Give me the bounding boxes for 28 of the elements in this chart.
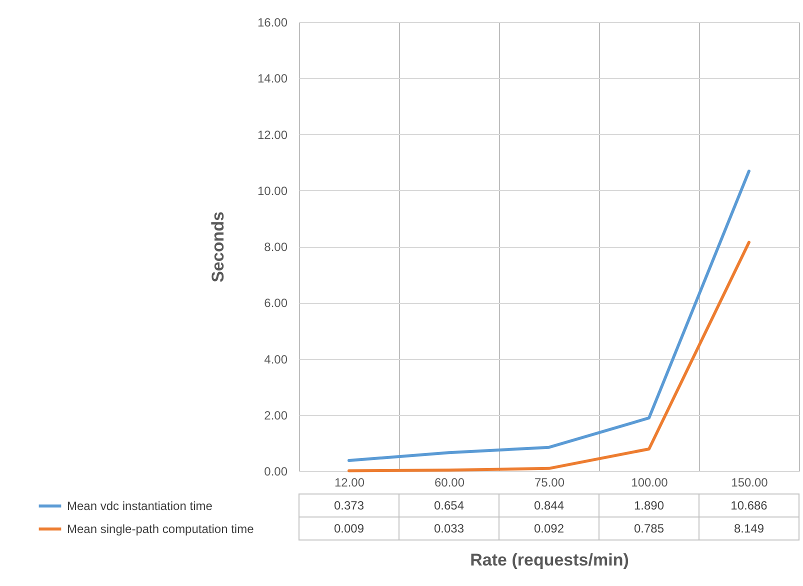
data-label: 0.092 [534, 522, 564, 536]
data-label: 0.033 [434, 522, 464, 536]
y-tick-label: 14.00 [257, 72, 288, 86]
data-label: 0.844 [534, 498, 564, 512]
data-label: 0.785 [634, 522, 664, 536]
data-label: 0.373 [334, 498, 364, 512]
y-tick-label: 0.00 [264, 464, 288, 478]
x-tick-label: 60.00 [434, 476, 465, 490]
y-tick-label: 16.00 [257, 16, 288, 30]
x-tick-label: 75.00 [534, 476, 565, 490]
y-tick-label: 8.00 [264, 240, 288, 254]
y-tick-label: 2.00 [264, 408, 288, 422]
data-label: 0.654 [434, 498, 464, 512]
data-label: 10.686 [730, 498, 768, 512]
legend-label: Mean vdc instantiation time [67, 499, 213, 513]
y-tick-label: 10.00 [257, 184, 288, 198]
x-tick-label: 100.00 [631, 476, 668, 490]
x-tick-label: 12.00 [334, 476, 365, 490]
y-tick-label: 12.00 [257, 128, 288, 142]
data-label: 0.009 [334, 522, 364, 536]
y-tick-label: 6.00 [264, 296, 288, 310]
y-tick-label: 4.00 [264, 352, 288, 366]
y-axis-title: Seconds [208, 212, 228, 282]
x-axis-title: Rate (requests/min) [470, 550, 629, 570]
data-label: 8.149 [734, 522, 764, 536]
data-label: 1.890 [634, 498, 664, 512]
legend-label: Mean single-path computation time [67, 522, 254, 536]
x-tick-label: 150.00 [731, 476, 768, 490]
